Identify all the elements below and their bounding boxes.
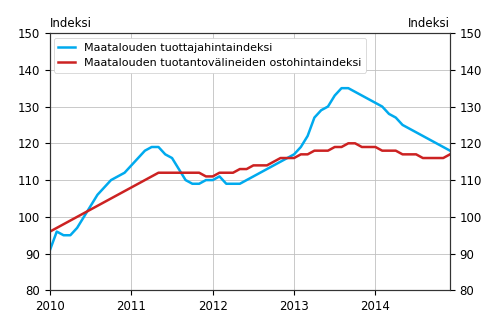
Maatalouden tuotantovälineiden ostohintaindeksi [346,141,352,145]
Maatalouden tuotantovälineiden ostohintaindeksi [298,152,304,156]
Maatalouden tuottajahintaindeksi [115,175,121,179]
Maatalouden tuottajahintaindeksi [176,167,182,171]
Maatalouden tuotantovälineiden ostohintaindeksi [447,152,453,156]
Maatalouden tuottajahintaindeksi [338,86,344,90]
Maatalouden tuotantovälineiden ostohintaindeksi [182,171,188,175]
Maatalouden tuotantovälineiden ostohintaindeksi [148,175,154,179]
Maatalouden tuottajahintaindeksi [47,248,53,252]
Maatalouden tuottajahintaindeksi [148,145,154,149]
Maatalouden tuotantovälineiden ostohintaindeksi [176,171,182,175]
Line: Maatalouden tuottajahintaindeksi: Maatalouden tuottajahintaindeksi [50,88,450,250]
Text: Indeksi: Indeksi [408,17,450,30]
Maatalouden tuotantovälineiden ostohintaindeksi [47,230,53,234]
Maatalouden tuottajahintaindeksi [447,149,453,153]
Text: Indeksi: Indeksi [50,17,92,30]
Line: Maatalouden tuotantovälineiden ostohintaindeksi: Maatalouden tuotantovälineiden ostohinta… [50,143,450,232]
Legend: Maatalouden tuottajahintaindeksi, Maatalouden tuotantovälineiden ostohintaindeks: Maatalouden tuottajahintaindeksi, Maatal… [54,38,366,73]
Maatalouden tuottajahintaindeksi [162,152,168,156]
Maatalouden tuottajahintaindeksi [298,145,304,149]
Maatalouden tuotantovälineiden ostohintaindeksi [162,171,168,175]
Maatalouden tuotantovälineiden ostohintaindeksi [115,193,121,197]
Maatalouden tuottajahintaindeksi [182,178,188,182]
